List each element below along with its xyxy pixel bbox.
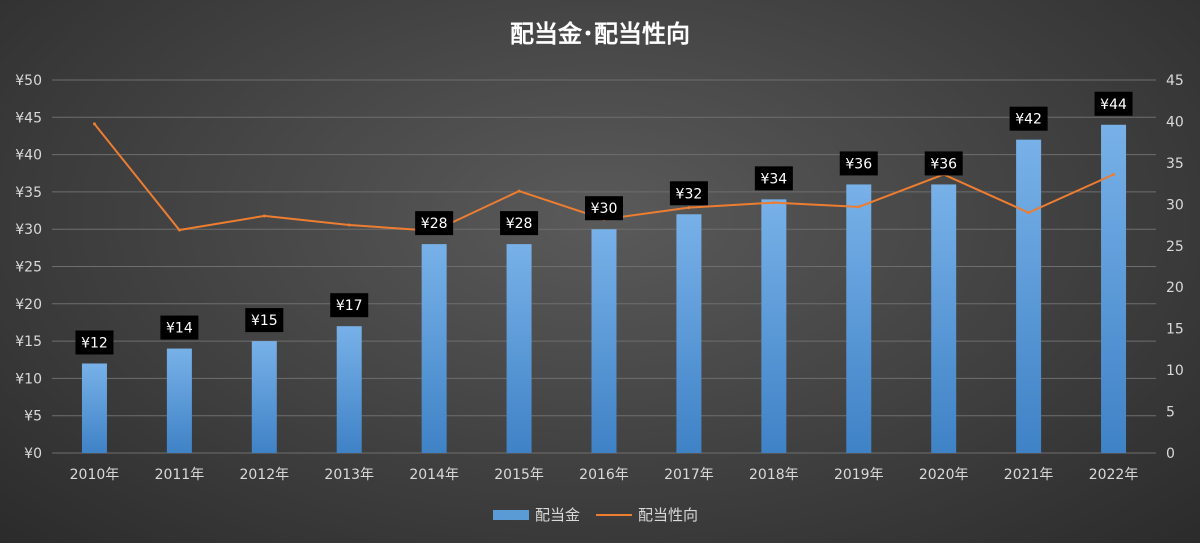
x-axis-tick-label: 2021年 — [1004, 467, 1054, 483]
right-axis-tick-label: 5 — [1166, 405, 1175, 421]
x-axis-tick-label: 2020年 — [919, 467, 969, 483]
bar — [931, 184, 957, 453]
x-axis-tick-label: 2019年 — [834, 467, 884, 483]
data-labels: ¥12 ¥14 ¥15 ¥17 ¥28 ¥28 ¥30 ¥32 ¥34 ¥36 ¥36 ¥42 ¥44 — [75, 91, 1133, 355]
data-label-box — [839, 151, 878, 176]
bar — [676, 214, 702, 453]
bar — [166, 348, 192, 453]
chart-title: 配当金･配当性向 — [510, 20, 690, 48]
right-axis-tick-label: 15 — [1166, 322, 1184, 338]
data-label-box — [924, 151, 963, 176]
legend-label-line: 配当性向 — [638, 506, 698, 524]
line-point — [92, 122, 96, 126]
left-axis-tick-label: ¥10 — [15, 371, 42, 387]
bar — [1016, 139, 1042, 453]
x-axis-tick-label: 2015年 — [494, 467, 544, 483]
left-axis-ticks: ¥0 ¥5 ¥10 ¥15 ¥20 ¥25 ¥30 ¥35 ¥40 ¥45 ¥50 — [15, 73, 42, 462]
x-axis-tick-label: 2016年 — [579, 467, 629, 483]
data-label-box — [245, 308, 284, 333]
right-axis-tick-label: 35 — [1166, 156, 1184, 172]
left-axis-tick-label: ¥45 — [15, 110, 42, 126]
line-point — [857, 205, 861, 209]
left-axis-tick-label: ¥30 — [15, 222, 42, 238]
right-axis-tick-label: 10 — [1166, 363, 1184, 379]
x-axis-tick-label: 2014年 — [409, 467, 459, 483]
legend-swatch-bar — [493, 510, 529, 520]
data-label: ¥28 — [506, 216, 533, 232]
legend: 配当金 配当性向 — [493, 506, 698, 524]
data-label: ¥42 — [1015, 112, 1042, 128]
data-label: ¥30 — [591, 201, 618, 217]
bar — [336, 326, 362, 453]
bar — [506, 244, 532, 453]
bar — [1101, 124, 1127, 453]
data-label-box — [415, 211, 454, 236]
data-label: ¥36 — [930, 156, 957, 172]
bar-series — [81, 124, 1127, 453]
right-axis-tick-label: 45 — [1166, 73, 1184, 89]
right-axis-tick-label: 30 — [1166, 197, 1184, 213]
data-label: ¥44 — [1100, 97, 1127, 113]
line-point — [687, 206, 691, 210]
line-point — [1027, 211, 1031, 215]
x-axis-tick-label: 2018年 — [749, 467, 799, 483]
line-point — [1112, 172, 1116, 176]
data-label: ¥32 — [676, 186, 703, 202]
bar — [421, 244, 447, 453]
data-label: ¥17 — [336, 298, 363, 314]
data-label-box — [669, 181, 708, 206]
data-label: ¥15 — [251, 313, 278, 329]
right-axis-ticks: 0 5 10 15 20 25 30 35 40 45 — [1166, 73, 1184, 462]
right-axis-tick-label: 25 — [1166, 239, 1184, 255]
x-axis-tick-label: 2013年 — [324, 467, 374, 483]
bar — [251, 341, 277, 453]
data-label: ¥12 — [81, 335, 108, 351]
bar — [81, 363, 107, 453]
data-label-box — [1009, 106, 1048, 131]
right-axis-tick-label: 20 — [1166, 280, 1184, 296]
line-point — [772, 201, 776, 205]
line-point — [517, 189, 521, 193]
line-point — [262, 214, 266, 218]
x-axis-tick-label: 2011年 — [155, 467, 205, 483]
data-label-box — [330, 293, 369, 318]
left-axis-tick-label: ¥40 — [15, 148, 42, 164]
bar — [761, 199, 787, 453]
data-label-box — [75, 330, 114, 355]
left-axis-tick-label: ¥35 — [15, 185, 42, 201]
left-axis-tick-label: ¥15 — [15, 334, 42, 350]
data-label-box — [500, 211, 539, 236]
x-axis-tick-label: 2012年 — [239, 467, 289, 483]
line-point — [177, 228, 181, 232]
data-label: ¥14 — [166, 321, 193, 337]
data-label-box — [754, 166, 793, 191]
data-label: ¥28 — [421, 216, 448, 232]
bar — [846, 184, 872, 453]
right-axis-tick-label: 40 — [1166, 114, 1184, 130]
left-axis-tick-label: ¥20 — [15, 297, 42, 313]
left-axis-tick-label: ¥5 — [24, 409, 42, 425]
line-point — [347, 223, 351, 227]
left-axis-tick-label: ¥25 — [15, 260, 42, 276]
data-label: ¥34 — [760, 171, 787, 187]
left-axis-tick-label: ¥0 — [24, 446, 42, 462]
data-label-box — [1094, 91, 1133, 116]
data-label-box — [160, 315, 199, 340]
bar — [591, 229, 617, 453]
data-label: ¥36 — [845, 156, 872, 172]
x-axis-ticks: 2010年 2011年 2012年 2013年 2014年 2015年 2016年 2017年… — [70, 467, 1139, 483]
left-axis-tick-label: ¥50 — [15, 73, 42, 89]
x-axis-tick-label: 2022年 — [1089, 467, 1139, 483]
x-axis-tick-label: 2017年 — [664, 467, 714, 483]
data-label-box — [585, 196, 623, 221]
right-axis-tick-label: 0 — [1166, 446, 1175, 462]
x-axis-tick-label: 2010年 — [70, 467, 120, 483]
legend-label-bar: 配当金 — [535, 506, 580, 524]
